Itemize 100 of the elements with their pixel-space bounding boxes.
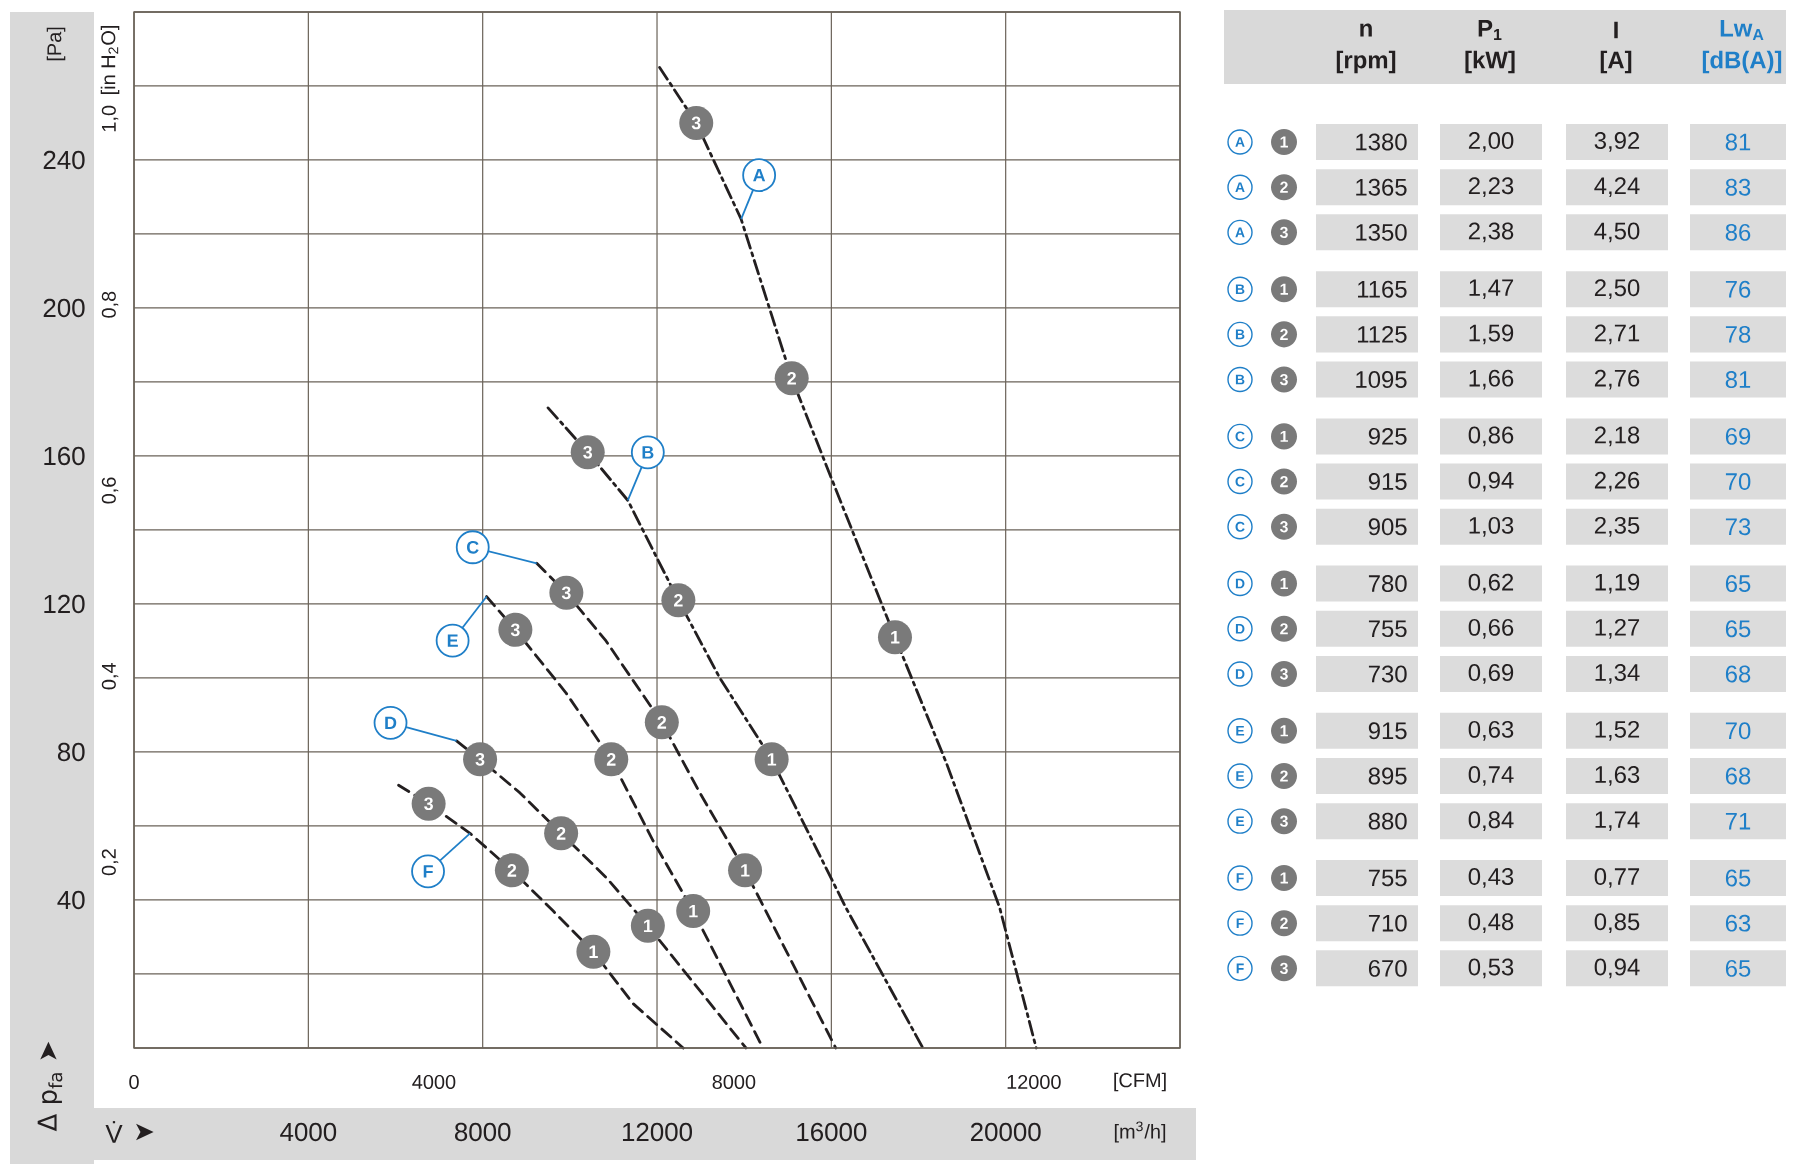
text: 76	[1725, 280, 1751, 298]
text: 70	[1725, 722, 1751, 740]
text: 1,19	[1595, 573, 1640, 594]
y-tick-label: 120	[44, 594, 85, 614]
text: 1095	[1356, 371, 1407, 389]
text: 2,23	[1468, 177, 1514, 198]
x2-tick-label: 12000	[1007, 1074, 1061, 1090]
text: 65	[1725, 869, 1751, 887]
annotation: 3	[691, 116, 701, 130]
text: C	[467, 540, 479, 554]
y-tick-label: 240	[43, 150, 85, 170]
x-tick-label: 4000	[280, 1122, 337, 1142]
y2-tick-label: 0,8	[101, 291, 119, 318]
text: 1380	[1356, 133, 1407, 151]
text: 3,92	[1594, 132, 1640, 152]
text: 2,26	[1594, 471, 1640, 492]
text: D	[385, 716, 397, 730]
text: [kW]	[1465, 50, 1515, 74]
text: 63	[1725, 914, 1751, 932]
line-series	[455, 739, 748, 1050]
y-tick-label: 200	[43, 298, 85, 318]
text: 1165	[1358, 280, 1407, 298]
text: 905	[1368, 518, 1407, 536]
text: E	[447, 634, 458, 647]
text: 1,27	[1595, 618, 1640, 639]
text: [A]	[1600, 50, 1632, 74]
text: 1350	[1356, 223, 1407, 241]
text: 880	[1368, 812, 1407, 830]
text: 81	[1725, 371, 1751, 389]
text: 2,00	[1468, 132, 1514, 152]
text: 68	[1725, 767, 1751, 785]
annotation: 3	[561, 586, 571, 600]
text: 755	[1368, 869, 1407, 887]
text: [rpm]	[1336, 50, 1396, 74]
x-tick-label: 12000	[622, 1122, 693, 1142]
annotation: 1	[644, 919, 653, 933]
text: 68	[1725, 665, 1751, 683]
series-label: A	[753, 168, 766, 182]
annotation: 3	[424, 797, 433, 811]
text: 0,86	[1468, 426, 1514, 447]
text: 2,38	[1468, 222, 1514, 243]
x-axis-title: [m$^{3}$/h]	[1114, 1121, 1166, 1143]
x2-tick-label: 4000	[412, 1074, 456, 1090]
y2-axis-title: [in H$_{2}$O]	[100, 26, 120, 94]
text: 65	[1725, 959, 1751, 977]
text: 1,59	[1469, 324, 1514, 345]
text: 0,74	[1468, 766, 1514, 786]
line-series	[658, 66, 1038, 1050]
text: 0,94	[1468, 471, 1514, 492]
y2-tick-label: 0,4	[101, 663, 119, 690]
text: I	[1614, 21, 1618, 39]
annotation: 2	[657, 716, 667, 729]
text: 2,71	[1594, 324, 1640, 345]
text: 925	[1368, 427, 1407, 445]
text: 2,50	[1594, 279, 1640, 300]
y2-tick-label: 0,6	[101, 477, 119, 504]
text: 895	[1368, 767, 1407, 785]
text: 4,24	[1594, 177, 1640, 198]
text: 65	[1725, 620, 1751, 638]
text: 2,18	[1594, 426, 1640, 447]
x-tick-label: 16000	[797, 1122, 867, 1142]
text: P$_{1}$	[1478, 19, 1502, 40]
text: 0,43	[1468, 868, 1514, 888]
text: 0,84	[1468, 811, 1514, 832]
text: 780	[1368, 575, 1407, 593]
y2-tick-label: 0,2	[101, 849, 119, 876]
text: V̇	[105, 1121, 123, 1143]
annotation: 3	[510, 623, 520, 637]
line-series	[546, 406, 925, 1050]
x-tick-label: 8000	[455, 1122, 511, 1142]
x2-tick-label: 8000	[712, 1074, 756, 1090]
text: [dB(A)]	[1702, 50, 1782, 74]
x2-axis-title: [CFM]	[1114, 1072, 1166, 1092]
text: 69	[1725, 427, 1751, 445]
annotation: 1	[891, 631, 900, 644]
text: Lw$_{A}$	[1720, 19, 1764, 40]
text: 70	[1725, 473, 1751, 491]
y-tick-label: 80	[57, 742, 85, 762]
annotation: 1	[767, 753, 777, 766]
text: 2,76	[1594, 369, 1640, 390]
line-series	[397, 783, 685, 1050]
annotation: 2	[556, 827, 566, 840]
x-tick-label: 20000	[970, 1122, 1041, 1142]
text: 78	[1725, 325, 1751, 343]
annotation: 2	[674, 594, 683, 607]
annotation: 3	[583, 445, 593, 459]
text: 0,94	[1594, 958, 1640, 979]
annotation: 2	[606, 753, 616, 766]
text: ➤	[136, 1123, 154, 1141]
text: 65	[1725, 575, 1751, 593]
text: 755	[1368, 620, 1407, 638]
y-axis-title: [Pa]	[46, 27, 66, 61]
text: 81	[1725, 133, 1751, 151]
text: 710	[1368, 914, 1407, 932]
annotation: 1	[741, 864, 750, 877]
text: 1,74	[1595, 811, 1640, 831]
y-tick-label: 40	[57, 890, 85, 910]
text: 2,35	[1594, 516, 1640, 537]
text: 1,52	[1595, 720, 1640, 741]
text: 0,66	[1468, 618, 1514, 639]
